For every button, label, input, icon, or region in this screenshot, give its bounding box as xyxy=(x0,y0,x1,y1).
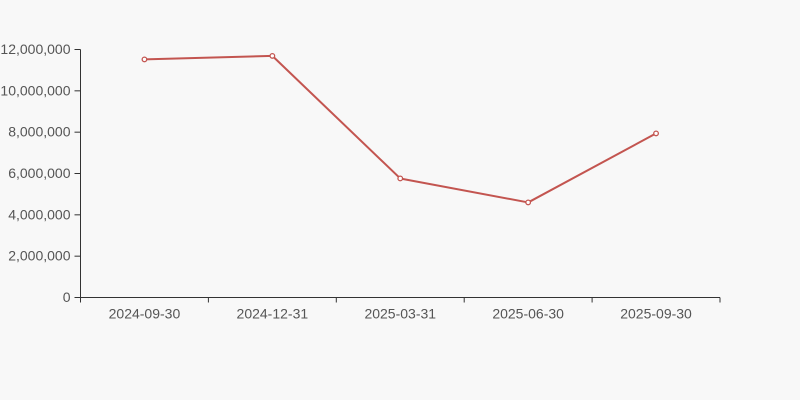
y-axis-tick-label: 10,000,000 xyxy=(0,82,70,98)
y-axis-tick-label: 4,000,000 xyxy=(8,206,70,222)
data-point-marker[interactable] xyxy=(269,52,276,59)
data-point-marker[interactable] xyxy=(397,175,404,182)
data-point-marker[interactable] xyxy=(141,56,148,63)
x-axis-tick-label: 2024-12-31 xyxy=(237,306,309,322)
x-axis-tick-label: 2025-06-30 xyxy=(492,306,564,322)
y-axis-tick-label: 8,000,000 xyxy=(8,124,70,140)
data-point-marker[interactable] xyxy=(525,199,532,206)
y-axis-tick-label: 12,000,000 xyxy=(0,41,70,57)
x-axis-tick-label: 2025-03-31 xyxy=(364,306,436,322)
data-point-marker[interactable] xyxy=(653,130,659,137)
x-axis-tick-label: 2024-09-30 xyxy=(109,306,181,322)
y-axis-tick-label: 0 xyxy=(63,289,71,305)
y-axis-tick-label: 2,000,000 xyxy=(8,248,70,264)
x-axis-tick-label: 2025-09-30 xyxy=(620,306,692,322)
y-axis-tick-label: 6,000,000 xyxy=(8,165,70,181)
